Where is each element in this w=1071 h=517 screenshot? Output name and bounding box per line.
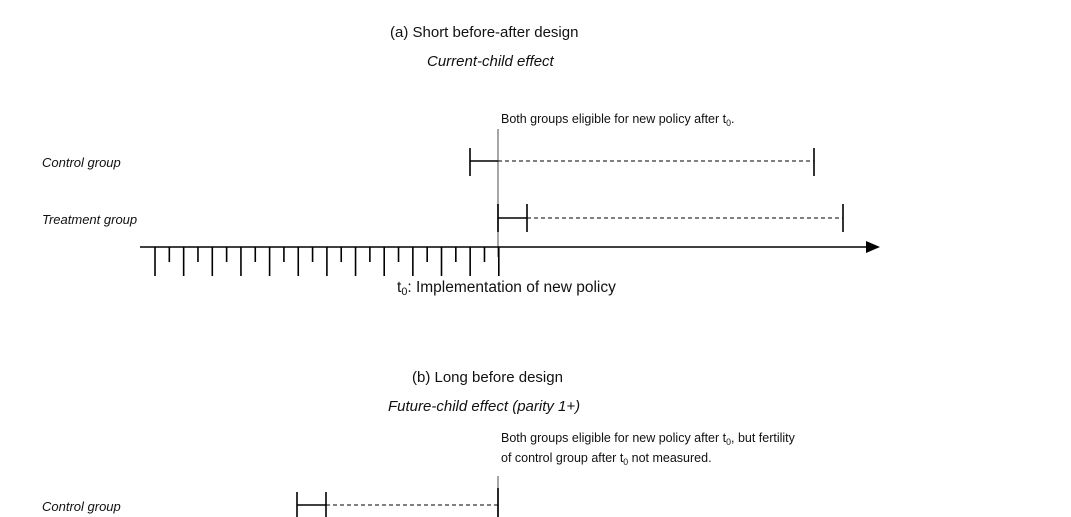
panel-b-note-line2-sub: 0 (623, 457, 629, 467)
panel-a-note-text: Both groups eligible for new policy afte… (501, 112, 727, 126)
panel-a-treatment-bar (497, 204, 844, 232)
panel-b-note-line1-text: Both groups eligible for new policy afte… (501, 431, 727, 445)
axis-caption-sub: 0 (401, 286, 408, 298)
panel-b-control-bar (296, 488, 499, 517)
panel-b-note-line1-end: , but fertility (731, 431, 795, 445)
panel-a-note-sub: 0 (726, 118, 731, 128)
panel-a-treatment-label: Treatment group (42, 212, 138, 227)
panel-b-control-label: Control group (42, 499, 121, 514)
panel-a-control-bar (469, 148, 815, 176)
panel-a-note-end: . (731, 112, 735, 126)
axis-caption-text: : Implementation of new policy (407, 279, 616, 296)
panel-b-title: (b) Long before design (412, 369, 563, 386)
panel-b-note-line1-sub: 0 (726, 437, 731, 447)
time-axis-ticks (154, 247, 500, 276)
time-axis-arrowhead (866, 241, 880, 253)
panel-b-note-line2-end: not measured. (628, 451, 712, 465)
panel-b-note: Both groups eligible for new policy afte… (501, 428, 795, 468)
panel-b-note-line1: Both groups eligible for new policy afte… (501, 428, 795, 448)
panel-a-control-label: Control group (42, 155, 121, 170)
panel-a-note: Both groups eligible for new policy afte… (501, 109, 734, 129)
panel-a-title: (a) Short before-after design (390, 24, 579, 41)
panel-b-note-line2-text: of control group after t (501, 451, 624, 465)
panel-b-subtitle: Future-child effect (parity 1+) (388, 398, 581, 415)
axis-caption-t: t (397, 279, 402, 296)
panel-b-note-line2: of control group after t0 not measured. (501, 448, 795, 468)
panel-a-subtitle: Current-child effect (427, 53, 554, 70)
axis-caption: t0: Implementation of new policy (397, 279, 616, 297)
